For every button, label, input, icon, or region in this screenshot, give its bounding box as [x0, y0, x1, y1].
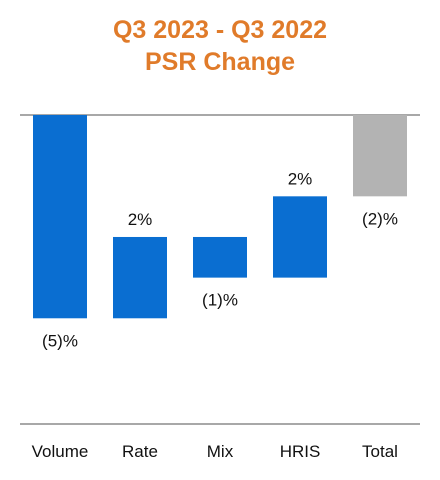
chart-title-line-2: PSR Change — [144, 48, 296, 76]
category-label-total: Total — [362, 442, 398, 461]
category-label-volume: Volume — [32, 442, 89, 461]
data-label-total: (2)% — [362, 209, 398, 228]
bar-volume — [33, 115, 87, 319]
bar-mix — [193, 236, 247, 278]
data-label-rate: 2% — [128, 210, 153, 229]
data-label-volume: (5)% — [42, 331, 78, 350]
data-label-mix: (1)% — [202, 291, 238, 310]
category-label-rate: Rate — [122, 442, 158, 461]
data-label-hris: 2% — [288, 169, 313, 188]
bar-total — [353, 115, 407, 197]
category-label-mix: Mix — [207, 442, 234, 461]
category-label-hris: HRIS — [280, 442, 321, 461]
chart-title-line-1: Q3 2023 - Q3 2022 — [112, 16, 328, 44]
bar-rate — [113, 236, 167, 319]
bar-hris — [273, 196, 327, 278]
